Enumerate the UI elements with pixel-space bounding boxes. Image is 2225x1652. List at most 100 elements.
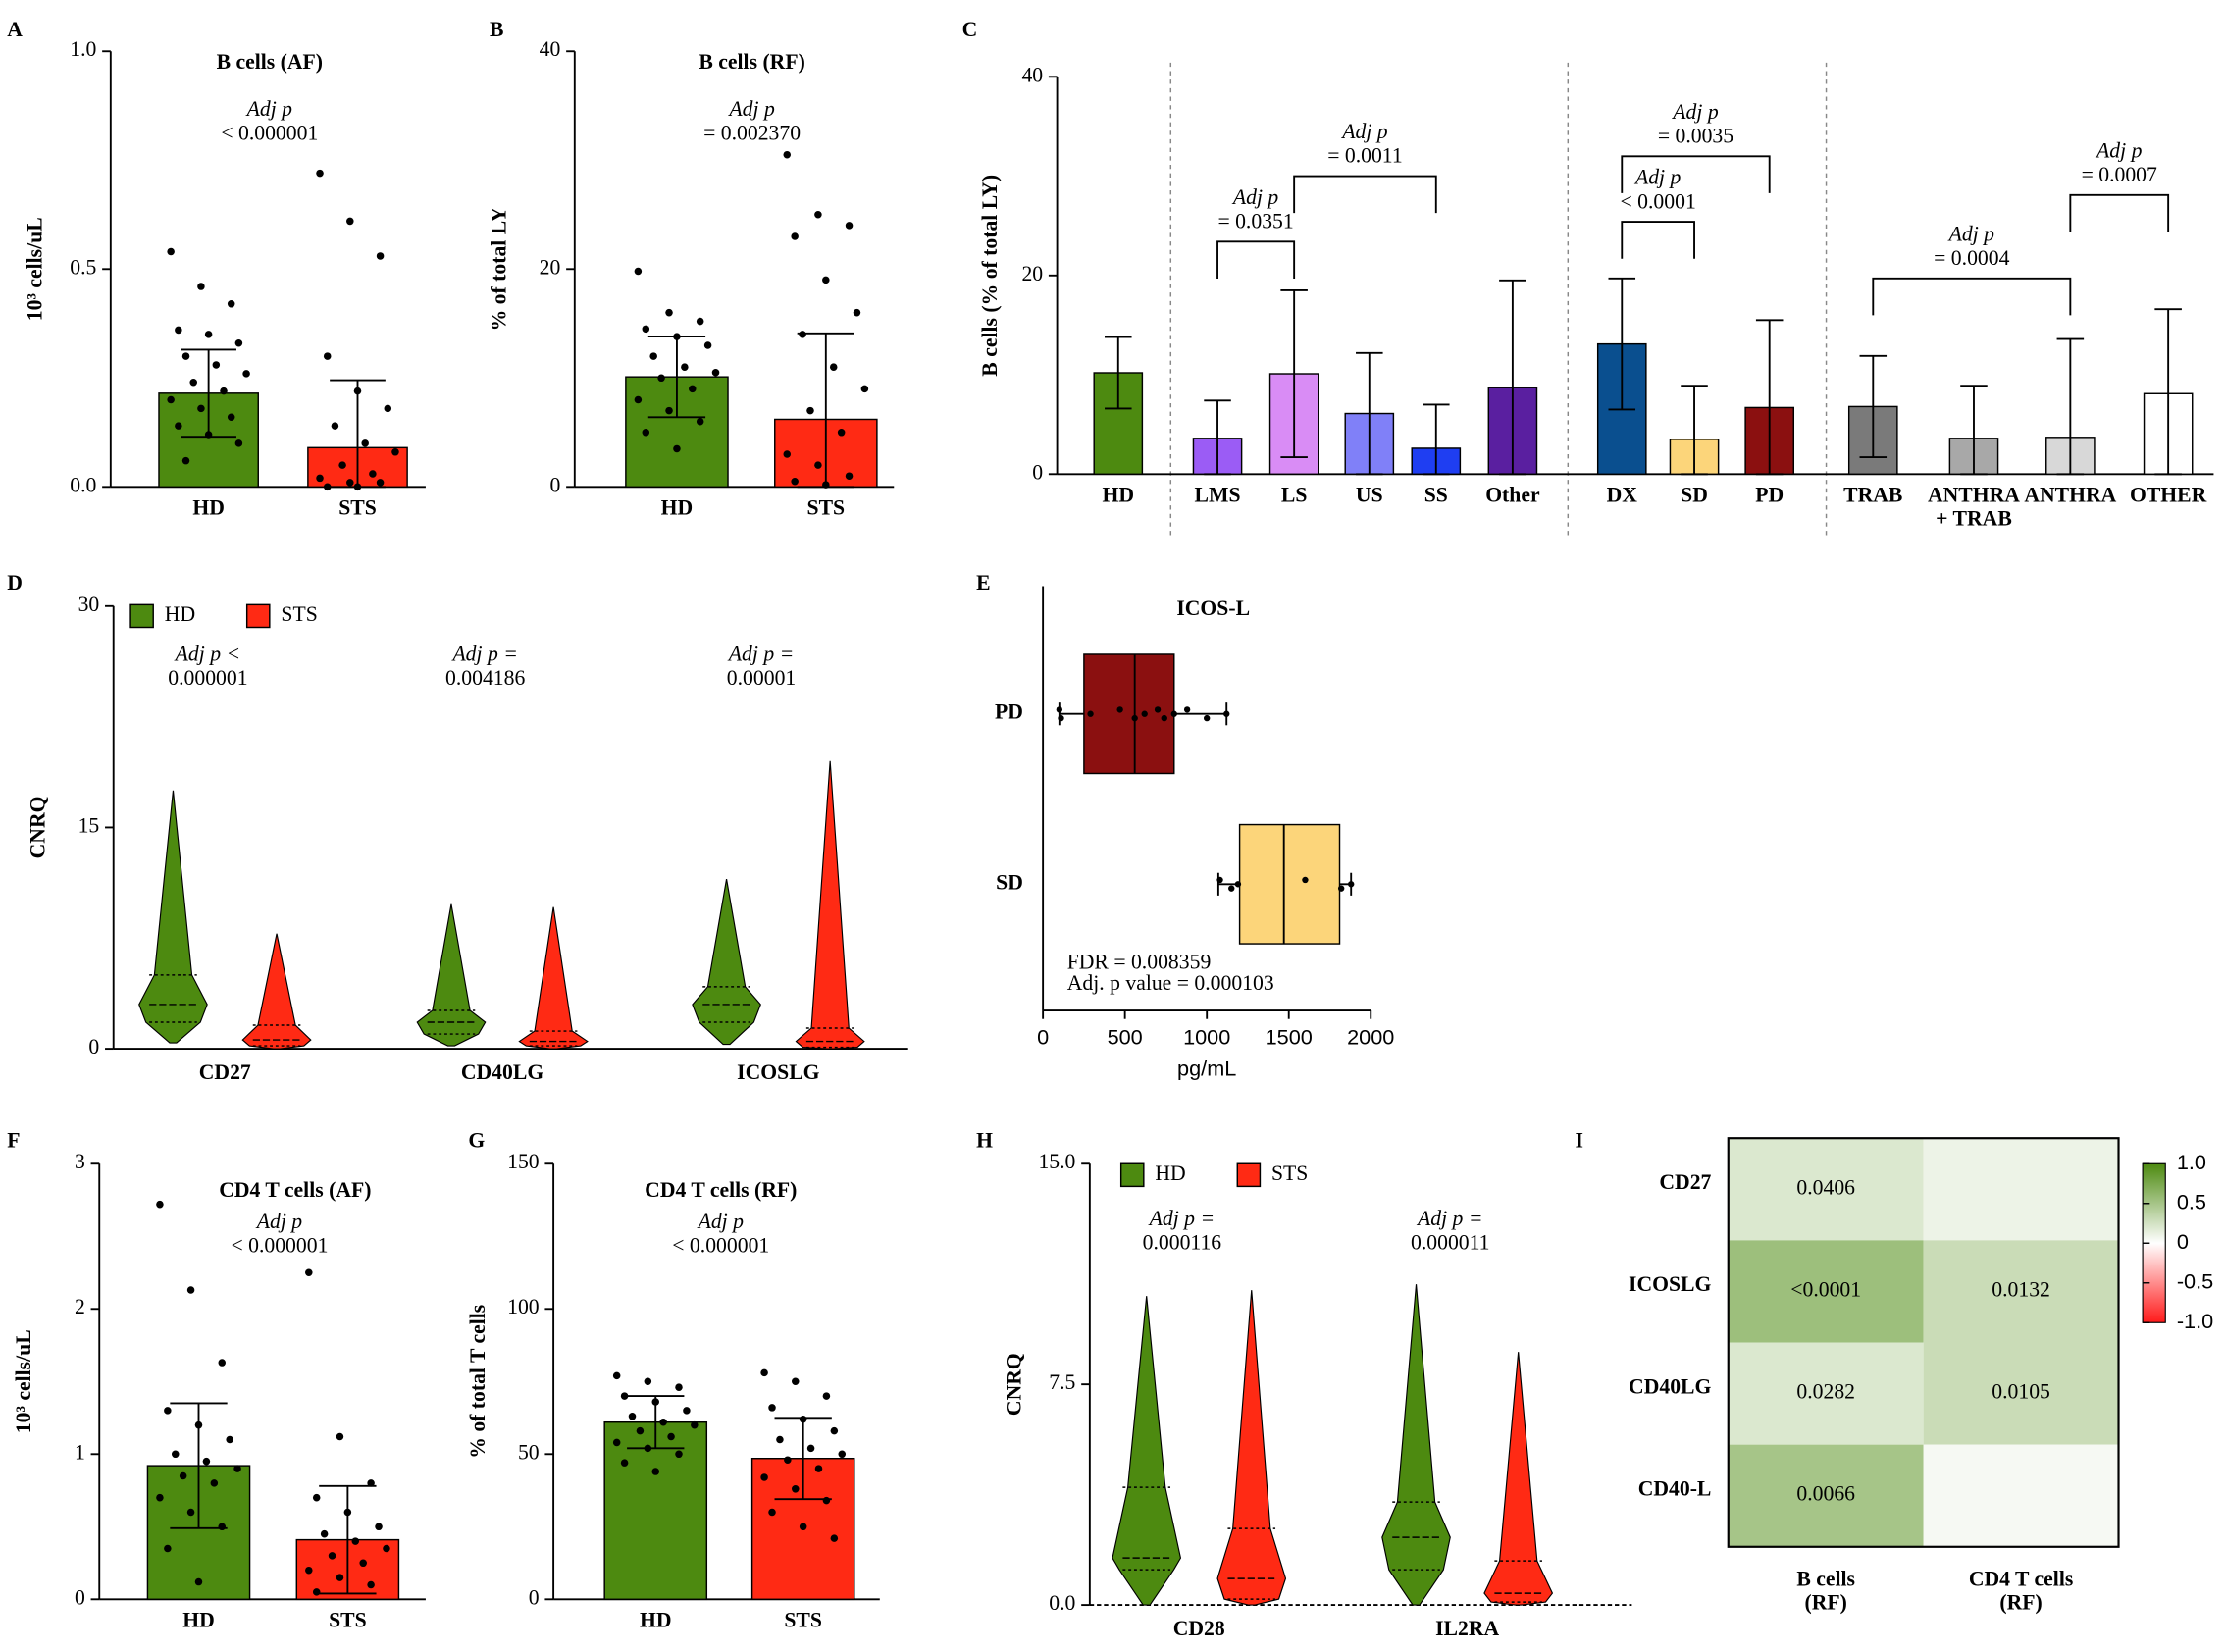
legend-swatch (245, 603, 271, 629)
significance-bracket (1216, 240, 1296, 279)
y-tick-label: 20 (540, 255, 561, 279)
data-point (657, 374, 665, 383)
data-point (649, 352, 657, 360)
panel-letter: B (490, 18, 503, 41)
data-point (227, 413, 235, 422)
x-tick-label: LS (1281, 483, 1308, 506)
data-point (791, 232, 799, 240)
data-point (312, 1493, 321, 1502)
data-point (369, 470, 377, 478)
significance-bracket (1872, 277, 2072, 316)
significance-bracket (2069, 193, 2170, 232)
data-point (336, 1574, 344, 1581)
annotation: FDR = 0.008359 (1067, 950, 1212, 973)
y-tick-label: 15.0 (1038, 1150, 1075, 1173)
x-axis-label: pg/mL (1177, 1057, 1236, 1081)
data-point (331, 422, 339, 430)
data-point (226, 1435, 233, 1444)
data-point (181, 456, 190, 465)
cell-label: 0.0132 (1992, 1277, 2050, 1301)
panel-letter: E (976, 571, 990, 594)
data-point (367, 1580, 375, 1589)
data-point (689, 385, 697, 393)
data-point (186, 1508, 195, 1517)
x-tick-label: US (1356, 483, 1383, 506)
data-point (1223, 710, 1230, 717)
y-tick-label: 0 (1032, 460, 1043, 484)
x-tick-label: DX (1607, 483, 1638, 506)
data-point (799, 331, 806, 338)
y-tick-label: PD (995, 700, 1023, 724)
data-point (822, 481, 830, 489)
data-point (665, 308, 673, 317)
data-point (814, 211, 822, 219)
heatmap-cell (1728, 1342, 1924, 1445)
data-point (845, 472, 854, 480)
annotation: < 0.000001 (672, 1234, 769, 1258)
annotation: = 0.0011 (1327, 144, 1403, 168)
data-point (651, 1398, 660, 1406)
x-tick-label: SS (1424, 483, 1448, 506)
y-axis-label: 10³ cells/uL (12, 1329, 35, 1433)
annotation: Adj p (727, 97, 775, 121)
data-point (636, 1426, 645, 1435)
y-tick-label: 20 (1021, 262, 1043, 285)
row-label: CD40LG (1629, 1374, 1711, 1398)
data-point (683, 1407, 691, 1415)
y-axis-label: CNRQ (26, 797, 49, 859)
data-point (830, 1426, 839, 1435)
annotation: Adj p (245, 97, 293, 121)
y-axis-label: CNRQ (1003, 1353, 1026, 1416)
data-point (612, 1371, 621, 1380)
panel-letter: H (976, 1129, 993, 1153)
annotation: Adj p (1633, 166, 1682, 189)
data-point (305, 1268, 313, 1277)
data-point (305, 1566, 313, 1575)
data-point (1204, 714, 1211, 722)
annotation: < 0.0001 (1621, 189, 1696, 213)
annotation: Adj p = (450, 642, 517, 665)
data-point (642, 429, 650, 437)
panel-letter: I (1576, 1129, 1583, 1153)
y-tick-label: 1 (75, 1440, 85, 1464)
data-point (234, 439, 243, 447)
data-point (242, 370, 250, 378)
data-point (760, 1473, 768, 1481)
annotation: Adj p (697, 1210, 745, 1233)
annotation: = 0.0004 (1934, 246, 2009, 270)
cell-label: <0.0001 (1790, 1277, 1861, 1301)
legend-label: STS (1271, 1162, 1308, 1185)
x-tick-label: ANTHRA + TRAB (1928, 483, 2020, 530)
row-label: CD27 (1659, 1170, 1711, 1194)
y-tick-label: SD (996, 870, 1023, 894)
data-point (1131, 714, 1138, 722)
x-tick-label: HD (640, 1608, 672, 1631)
annotation: < 0.000001 (221, 122, 318, 145)
annotation: 0.00001 (727, 666, 796, 690)
cell-label: 0.0105 (1992, 1380, 2050, 1404)
data-point (822, 1392, 831, 1400)
annotation: 0.000011 (1411, 1231, 1490, 1255)
y-tick-label: 0.0 (1049, 1591, 1075, 1615)
data-point (204, 431, 213, 439)
data-point (1337, 885, 1345, 892)
annotation: Adj p (2095, 138, 2143, 162)
y-tick-label: 1.0 (70, 37, 96, 61)
data-point (620, 1459, 629, 1467)
data-point (792, 1377, 800, 1386)
colorbar-tick-label: 1.0 (2177, 1150, 2206, 1174)
data-point (703, 341, 712, 349)
data-point (210, 1479, 219, 1487)
data-point (351, 1537, 360, 1545)
annotation: = 0.002370 (703, 122, 801, 145)
panel-letter: G (468, 1129, 485, 1153)
annotation: = 0.0351 (1217, 210, 1293, 233)
y-axis-label: % of total LY (488, 207, 511, 332)
data-point (202, 1457, 211, 1466)
data-point (346, 479, 354, 487)
x-tick-label: CD28 (1173, 1617, 1225, 1640)
data-point (860, 385, 869, 393)
data-point (1302, 876, 1309, 884)
y-tick-label: 100 (507, 1295, 540, 1318)
data-point (338, 461, 346, 469)
